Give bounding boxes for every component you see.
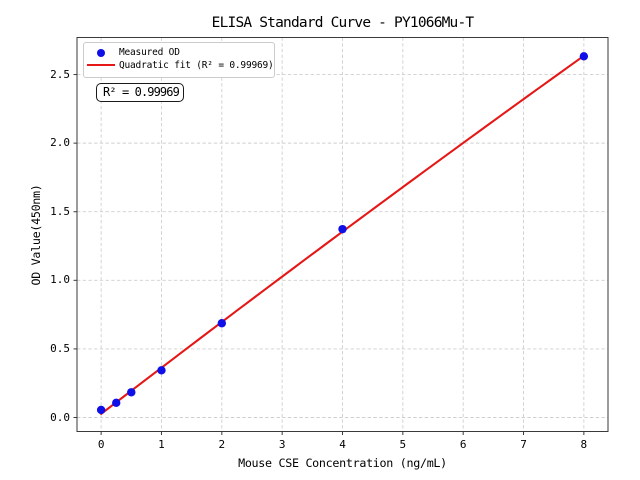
data-point bbox=[217, 319, 227, 328]
legend-label-measured-od: Measured OD bbox=[119, 47, 180, 59]
fit-line bbox=[100, 54, 585, 415]
x-tick-label: 0 bbox=[97, 437, 105, 451]
x-tick-label: 2 bbox=[218, 437, 226, 451]
legend-label-quadratic-fit: Quadratic fit (R² = 0.99969) bbox=[119, 59, 274, 71]
x-tick-label: 7 bbox=[520, 437, 527, 451]
x-tick-label: 8 bbox=[580, 437, 588, 451]
legend-marker-line-icon bbox=[87, 64, 115, 67]
x-tick-label: 6 bbox=[459, 437, 467, 451]
y-tick-label: 1.0 bbox=[50, 273, 70, 287]
data-point bbox=[96, 405, 106, 415]
data-point bbox=[338, 224, 347, 234]
y-tick-label: 2.5 bbox=[50, 67, 70, 81]
x-axis-label: Mouse CSE Concentration (ng/mL) bbox=[238, 456, 447, 470]
legend: Measured OD Quadratic fit (R² = 0.99969) bbox=[83, 42, 275, 78]
x-tick-label: 4 bbox=[339, 437, 346, 451]
r-squared-annotation: R² = 0.99969 bbox=[96, 83, 184, 102]
x-tick-label: 5 bbox=[399, 437, 407, 451]
data-point bbox=[112, 398, 121, 408]
data-point bbox=[579, 52, 589, 61]
y-tick-label: 0.0 bbox=[50, 410, 70, 424]
legend-entry-quadratic-fit: Quadratic fit (R² = 0.99969) bbox=[87, 59, 274, 72]
x-tick-label: 1 bbox=[158, 437, 165, 451]
data-point bbox=[157, 366, 166, 375]
x-tick-label: 3 bbox=[278, 437, 286, 451]
data-point bbox=[127, 388, 136, 397]
y-tick-label: 2.0 bbox=[50, 136, 70, 150]
legend-entry-measured-od: Measured OD bbox=[87, 46, 266, 59]
legend-marker-dot-icon bbox=[97, 48, 105, 57]
y-tick-label: 1.5 bbox=[50, 204, 70, 218]
chart-title: ELISA Standard Curve - PY1066Mu-T bbox=[211, 15, 474, 31]
y-tick-label: 0.5 bbox=[50, 341, 70, 355]
y-axis-label: OD Value(450nm) bbox=[29, 183, 43, 286]
